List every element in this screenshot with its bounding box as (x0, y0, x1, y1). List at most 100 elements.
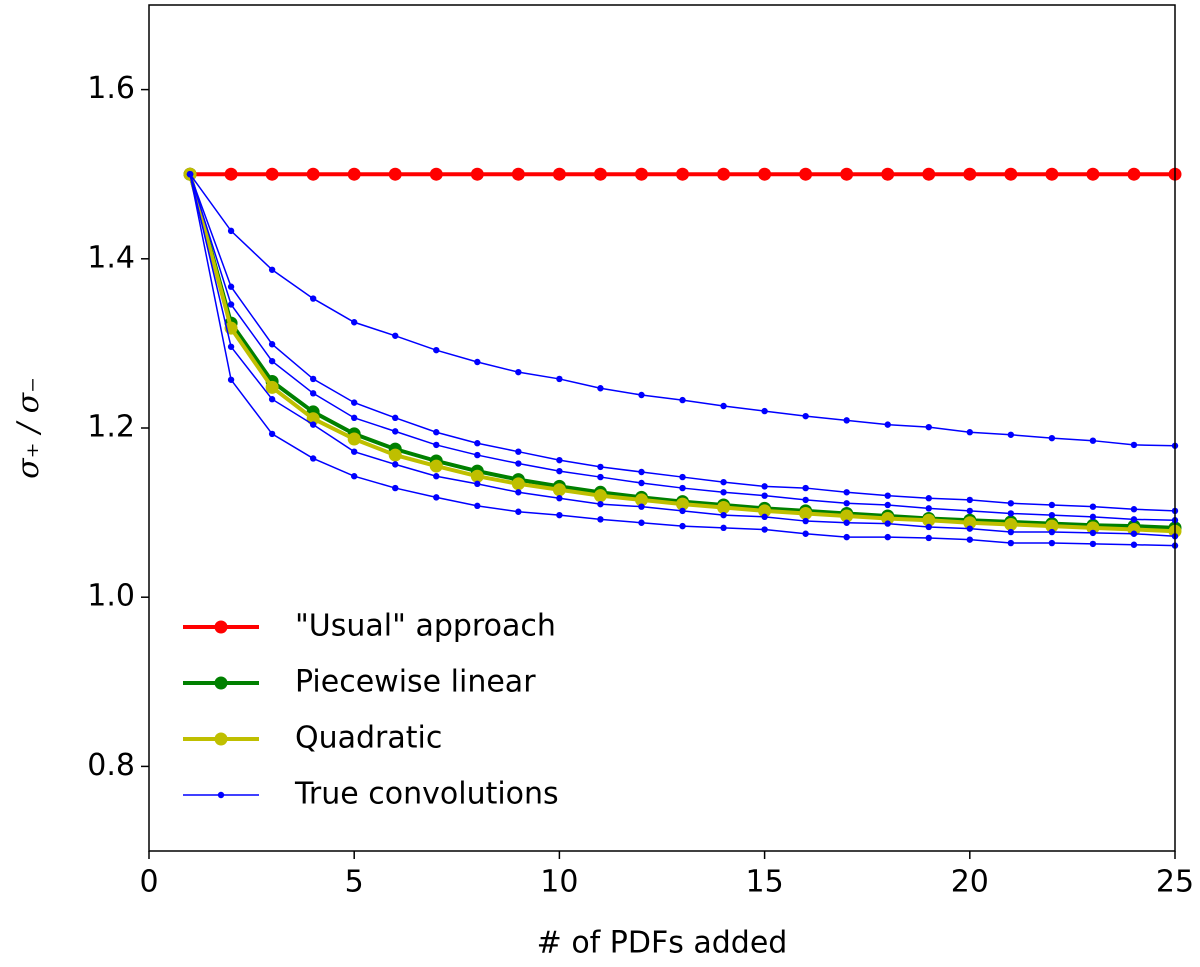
point (925, 505, 932, 512)
legend-label: Piecewise linear (295, 665, 536, 700)
point (593, 167, 607, 181)
point (638, 391, 645, 399)
point (1089, 540, 1097, 548)
point (556, 467, 563, 475)
point (224, 167, 238, 181)
point (925, 495, 932, 502)
point (597, 385, 604, 392)
point (556, 375, 563, 383)
point (268, 341, 276, 348)
point (761, 513, 768, 521)
point (922, 167, 936, 181)
point (351, 473, 358, 480)
point (515, 368, 522, 376)
point (761, 492, 768, 499)
point (309, 390, 317, 397)
point (638, 468, 645, 476)
point (884, 421, 891, 428)
point (351, 319, 358, 326)
legend-label: "Usual" approach (295, 609, 556, 644)
point (1127, 523, 1141, 537)
point (433, 494, 440, 501)
point (433, 429, 440, 436)
point (597, 516, 604, 523)
point (758, 504, 772, 518)
point (1004, 517, 1018, 531)
point (1089, 437, 1097, 444)
point (433, 441, 440, 449)
point (186, 171, 194, 178)
point (1086, 167, 1100, 181)
point (966, 525, 973, 532)
point (392, 484, 399, 492)
point (351, 414, 358, 422)
point (474, 358, 481, 366)
point (884, 501, 891, 509)
point (802, 484, 809, 492)
point (638, 503, 645, 510)
point (597, 500, 604, 508)
point (1004, 167, 1018, 181)
point (392, 332, 399, 339)
point (227, 283, 235, 290)
point (1045, 519, 1059, 533)
point (720, 402, 727, 410)
point (799, 167, 813, 181)
point (265, 380, 279, 394)
point (433, 473, 440, 480)
point (552, 483, 566, 497)
point (392, 428, 399, 435)
point (1089, 513, 1097, 521)
point (392, 414, 399, 422)
point (966, 536, 973, 543)
point (1048, 539, 1056, 547)
point (597, 473, 604, 481)
point (265, 167, 279, 181)
point (268, 357, 276, 365)
point (552, 167, 566, 181)
point (802, 530, 809, 537)
point (1089, 503, 1097, 510)
point (634, 167, 648, 181)
point (268, 396, 276, 403)
point (1048, 434, 1056, 442)
point (638, 519, 645, 526)
point (1048, 501, 1056, 509)
point (351, 399, 358, 406)
point (433, 346, 440, 354)
point (1007, 510, 1015, 517)
point (515, 448, 522, 455)
y-tick-label: 0.8 (87, 748, 135, 783)
point (1127, 167, 1141, 181)
point (227, 376, 235, 383)
point (1007, 431, 1015, 438)
point (515, 508, 522, 515)
point (309, 375, 317, 383)
point (429, 459, 443, 473)
point (1089, 529, 1097, 537)
y-tick-label: 1.2 (87, 410, 135, 445)
point (799, 506, 813, 520)
point (843, 519, 850, 526)
y-tick-label: 1.4 (87, 240, 135, 275)
point (881, 512, 895, 526)
point (963, 167, 977, 181)
point (474, 451, 481, 459)
point (1086, 521, 1100, 535)
point (1130, 541, 1138, 548)
point (761, 526, 768, 533)
point (1007, 528, 1015, 536)
point (227, 227, 235, 235)
point (717, 167, 731, 181)
legend-marker (214, 676, 228, 690)
legend-marker (217, 791, 225, 799)
plot-frame (148, 4, 1176, 852)
x-tick-label: 10 (540, 865, 578, 900)
point (717, 501, 731, 515)
legend-marker (214, 732, 228, 746)
point (511, 167, 525, 181)
y-tick-label: 1.6 (87, 71, 135, 106)
point (761, 407, 768, 415)
point (309, 421, 317, 428)
